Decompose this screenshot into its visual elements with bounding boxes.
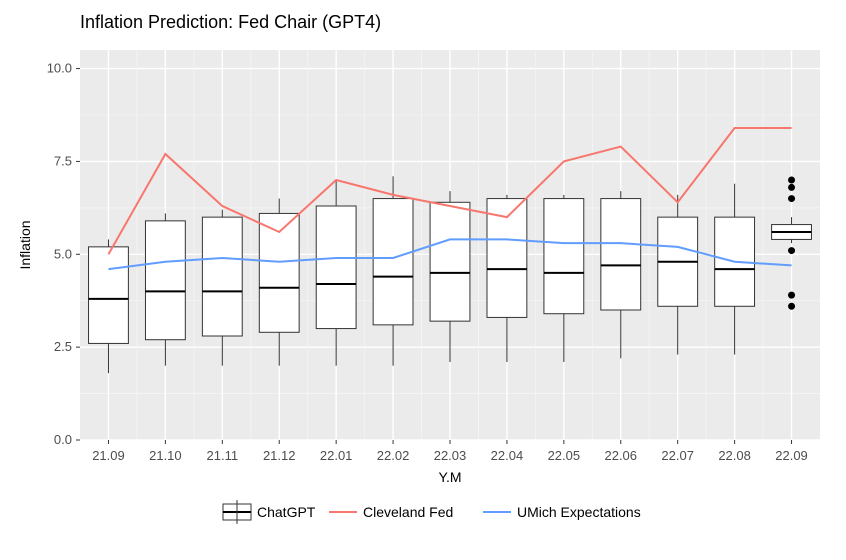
box	[373, 199, 413, 325]
box	[316, 206, 356, 329]
y-tick-label: 10.0	[47, 61, 72, 76]
chart-svg: 0.0 2.5 5.0 7.5 10.0 21.09 21.10 21.11 21.12 22.0…	[0, 0, 846, 560]
y-axis-label: Inflation	[17, 220, 33, 269]
x-tick-label: 21.12	[263, 448, 296, 463]
y-tick-label: 7.5	[54, 153, 72, 168]
x-tick-label: 22.05	[548, 448, 581, 463]
x-tick-label: 22.01	[320, 448, 353, 463]
outlier-point	[788, 177, 795, 184]
outlier-point	[788, 292, 795, 299]
box	[202, 217, 242, 336]
x-tick-label: 22.03	[434, 448, 467, 463]
box	[601, 199, 641, 310]
chart-title: Inflation Prediction: Fed Chair (GPT4)	[80, 12, 381, 32]
x-tick-label: 21.09	[92, 448, 125, 463]
x-tick-label: 22.02	[377, 448, 410, 463]
legend-label: ChatGPT	[257, 504, 316, 520]
legend-label: Cleveland Fed	[363, 504, 453, 520]
box	[544, 199, 584, 314]
y-tick-label: 5.0	[54, 246, 72, 261]
outlier-point	[788, 303, 795, 310]
x-tick-label: 22.07	[661, 448, 694, 463]
box	[145, 221, 185, 340]
x-tick-label: 22.06	[604, 448, 637, 463]
outlier-point	[788, 247, 795, 254]
x-tick-label: 21.10	[149, 448, 182, 463]
outlier-point	[788, 195, 795, 202]
legend-label: UMich Expectations	[517, 504, 641, 520]
box	[430, 202, 470, 321]
box	[89, 247, 129, 344]
outlier-point	[788, 184, 795, 191]
legend-item: ChatGPT	[223, 500, 316, 524]
chart-container: 0.0 2.5 5.0 7.5 10.0 21.09 21.10 21.11 21.12 22.0…	[0, 0, 846, 560]
legend: ChatGPT Cleveland Fed UMich Expectations	[223, 500, 641, 524]
legend-item: UMich Expectations	[483, 504, 641, 520]
x-tick-label: 22.09	[775, 448, 808, 463]
legend-item: Cleveland Fed	[329, 504, 453, 520]
y-tick-label: 0.0	[54, 432, 72, 447]
x-tick-label: 21.11	[207, 448, 239, 463]
x-axis-label: Y.M	[438, 469, 461, 485]
x-tick-label: 22.04	[491, 448, 524, 463]
x-tick-label: 22.08	[718, 448, 751, 463]
y-tick-label: 2.5	[54, 339, 72, 354]
